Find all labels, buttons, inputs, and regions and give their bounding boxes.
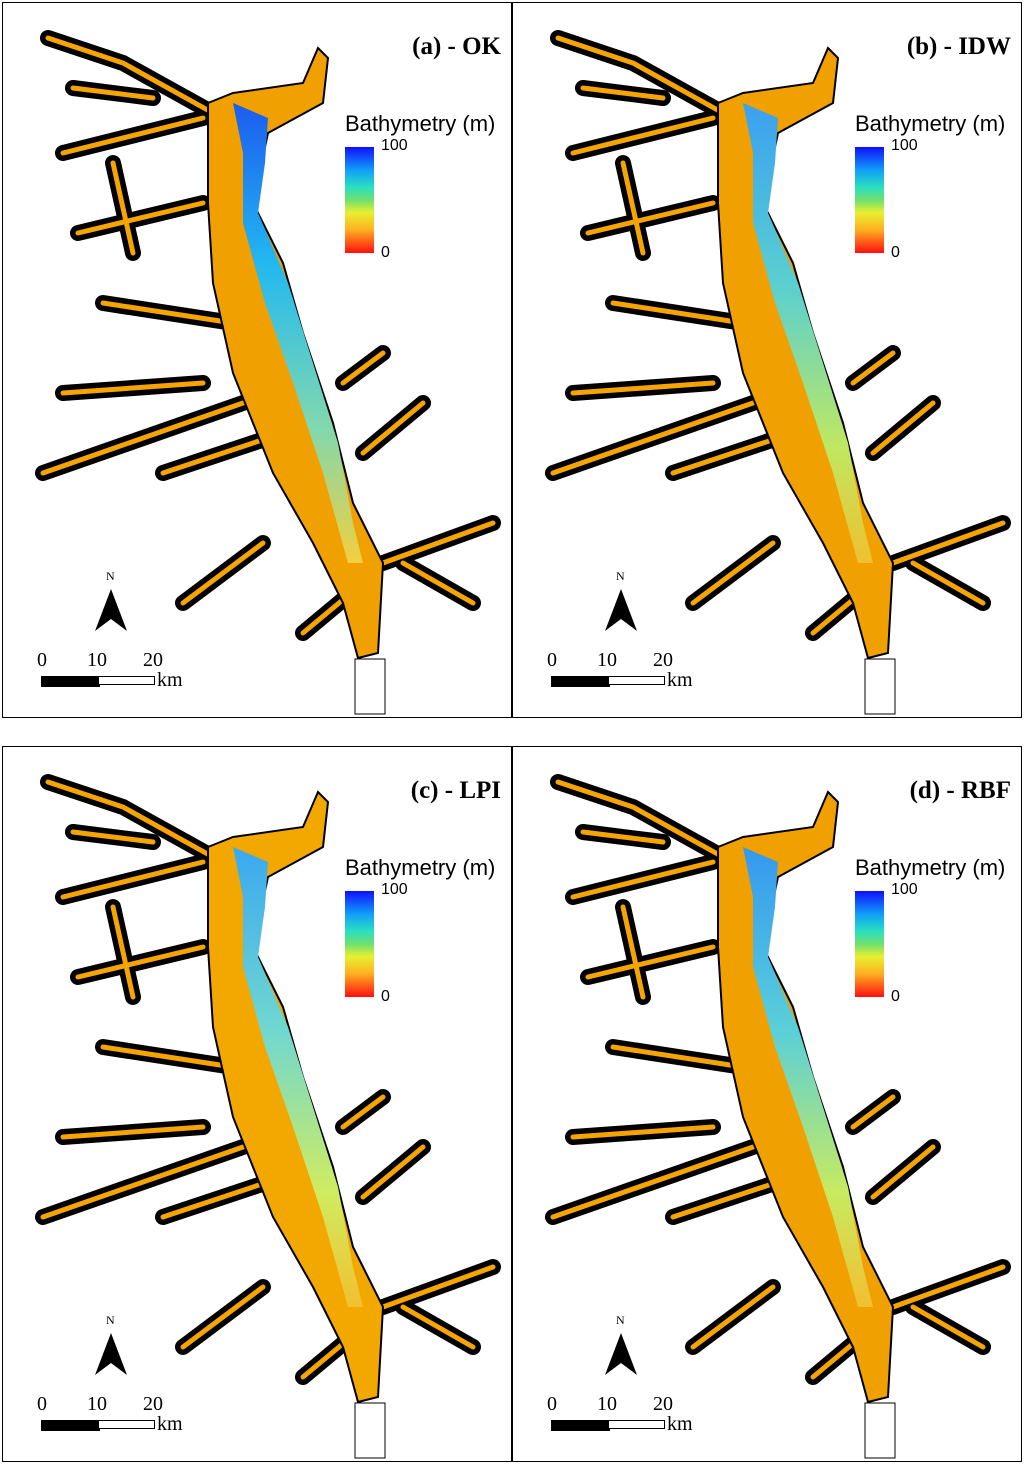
scale-tick-10: 10 — [87, 1393, 107, 1415]
panel-title: (d) - RBF — [909, 777, 1011, 804]
north-arrow: N — [603, 1313, 639, 1379]
legend-title: Bathymetry (m) — [345, 855, 496, 880]
scale-tick-20: 20 — [653, 1393, 673, 1415]
panel-title: (c) - LPI — [410, 777, 501, 804]
scale-segment-black — [41, 1420, 100, 1431]
scale-tick-0: 0 — [37, 1393, 47, 1415]
legend: Bathymetry (m) 100 0 — [345, 855, 510, 1015]
north-arrow-icon — [605, 1333, 637, 1375]
legend-min: 0 — [891, 988, 900, 1005]
scale-tick-20: 20 — [143, 649, 163, 671]
legend-title: Bathymetry (m) — [345, 111, 496, 136]
scale-tick-10: 10 — [597, 1393, 617, 1415]
north-arrow: N — [93, 1313, 129, 1379]
north-label: N — [106, 1313, 115, 1327]
map-panel-c: (c) - LPI Bathymetry (m) 100 0 N 0 10 20… — [2, 746, 512, 1462]
scale-bar: 0 10 20 km — [37, 649, 207, 694]
legend-min: 0 — [381, 988, 390, 1005]
map-panel-d: (d) - RBF Bathymetry (m) 100 0 N 0 10 20… — [512, 746, 1022, 1462]
legend-min: 0 — [891, 244, 900, 261]
scale-segment-black — [41, 676, 100, 687]
scale-segment-black — [551, 676, 610, 687]
north-arrow: N — [93, 569, 129, 635]
north-arrow: N — [603, 569, 639, 635]
north-arrow-icon — [605, 589, 637, 631]
color-ramp — [345, 147, 374, 253]
main-channel — [233, 103, 363, 563]
scale-segment-white — [608, 1420, 665, 1429]
legend-max: 100 — [891, 881, 918, 898]
scale-tick-20: 20 — [653, 649, 673, 671]
scale-segment-black — [551, 1420, 610, 1431]
legend: Bathymetry (m) 100 0 — [855, 111, 1020, 271]
north-label: N — [616, 569, 625, 583]
scale-segment-white — [98, 1420, 155, 1429]
map-panel-a: (a) - OK Bathymetry (m) 100 0 N 0 10 20 … — [2, 2, 512, 718]
map-panel-b: (b) - IDW Bathymetry (m) 100 0 N 0 10 20… — [512, 2, 1022, 718]
panel-title: (b) - IDW — [906, 33, 1011, 60]
north-arrow-icon — [95, 589, 127, 631]
north-label: N — [616, 1313, 625, 1327]
bathymetry-map — [35, 774, 501, 1459]
scale-segment-white — [98, 676, 155, 685]
color-ramp — [345, 891, 374, 997]
scale-tick-0: 0 — [547, 649, 557, 671]
legend: Bathymetry (m) 100 0 — [855, 855, 1020, 1015]
color-ramp — [855, 891, 884, 997]
legend-max: 100 — [891, 137, 918, 154]
color-ramp — [855, 147, 884, 253]
scale-bar: 0 10 20 km — [37, 1393, 207, 1438]
scale-segment-white — [608, 676, 665, 685]
legend-title: Bathymetry (m) — [855, 855, 1006, 880]
bathymetry-map — [545, 30, 1011, 715]
north-arrow-icon — [95, 1333, 127, 1375]
panel-title: (a) - OK — [412, 33, 501, 60]
bathymetry-map — [35, 30, 501, 715]
scale-tick-0: 0 — [37, 649, 47, 671]
scale-bar: 0 10 20 km — [547, 649, 717, 694]
scale-tick-0: 0 — [547, 1393, 557, 1415]
scale-tick-10: 10 — [87, 649, 107, 671]
legend-max: 100 — [381, 137, 408, 154]
legend-min: 0 — [381, 244, 390, 261]
scale-unit: km — [157, 1413, 183, 1435]
north-label: N — [106, 569, 115, 583]
land-arms — [35, 30, 501, 641]
scale-bar: 0 10 20 km — [547, 1393, 717, 1438]
bathymetry-map — [545, 774, 1011, 1459]
scale-tick-20: 20 — [143, 1393, 163, 1415]
legend: Bathymetry (m) 100 0 — [345, 111, 510, 271]
legend-title: Bathymetry (m) — [855, 111, 1006, 136]
scale-unit: km — [667, 1413, 693, 1435]
scale-unit: km — [667, 669, 693, 691]
scale-tick-10: 10 — [597, 649, 617, 671]
scale-unit: km — [157, 669, 183, 691]
legend-max: 100 — [381, 881, 408, 898]
